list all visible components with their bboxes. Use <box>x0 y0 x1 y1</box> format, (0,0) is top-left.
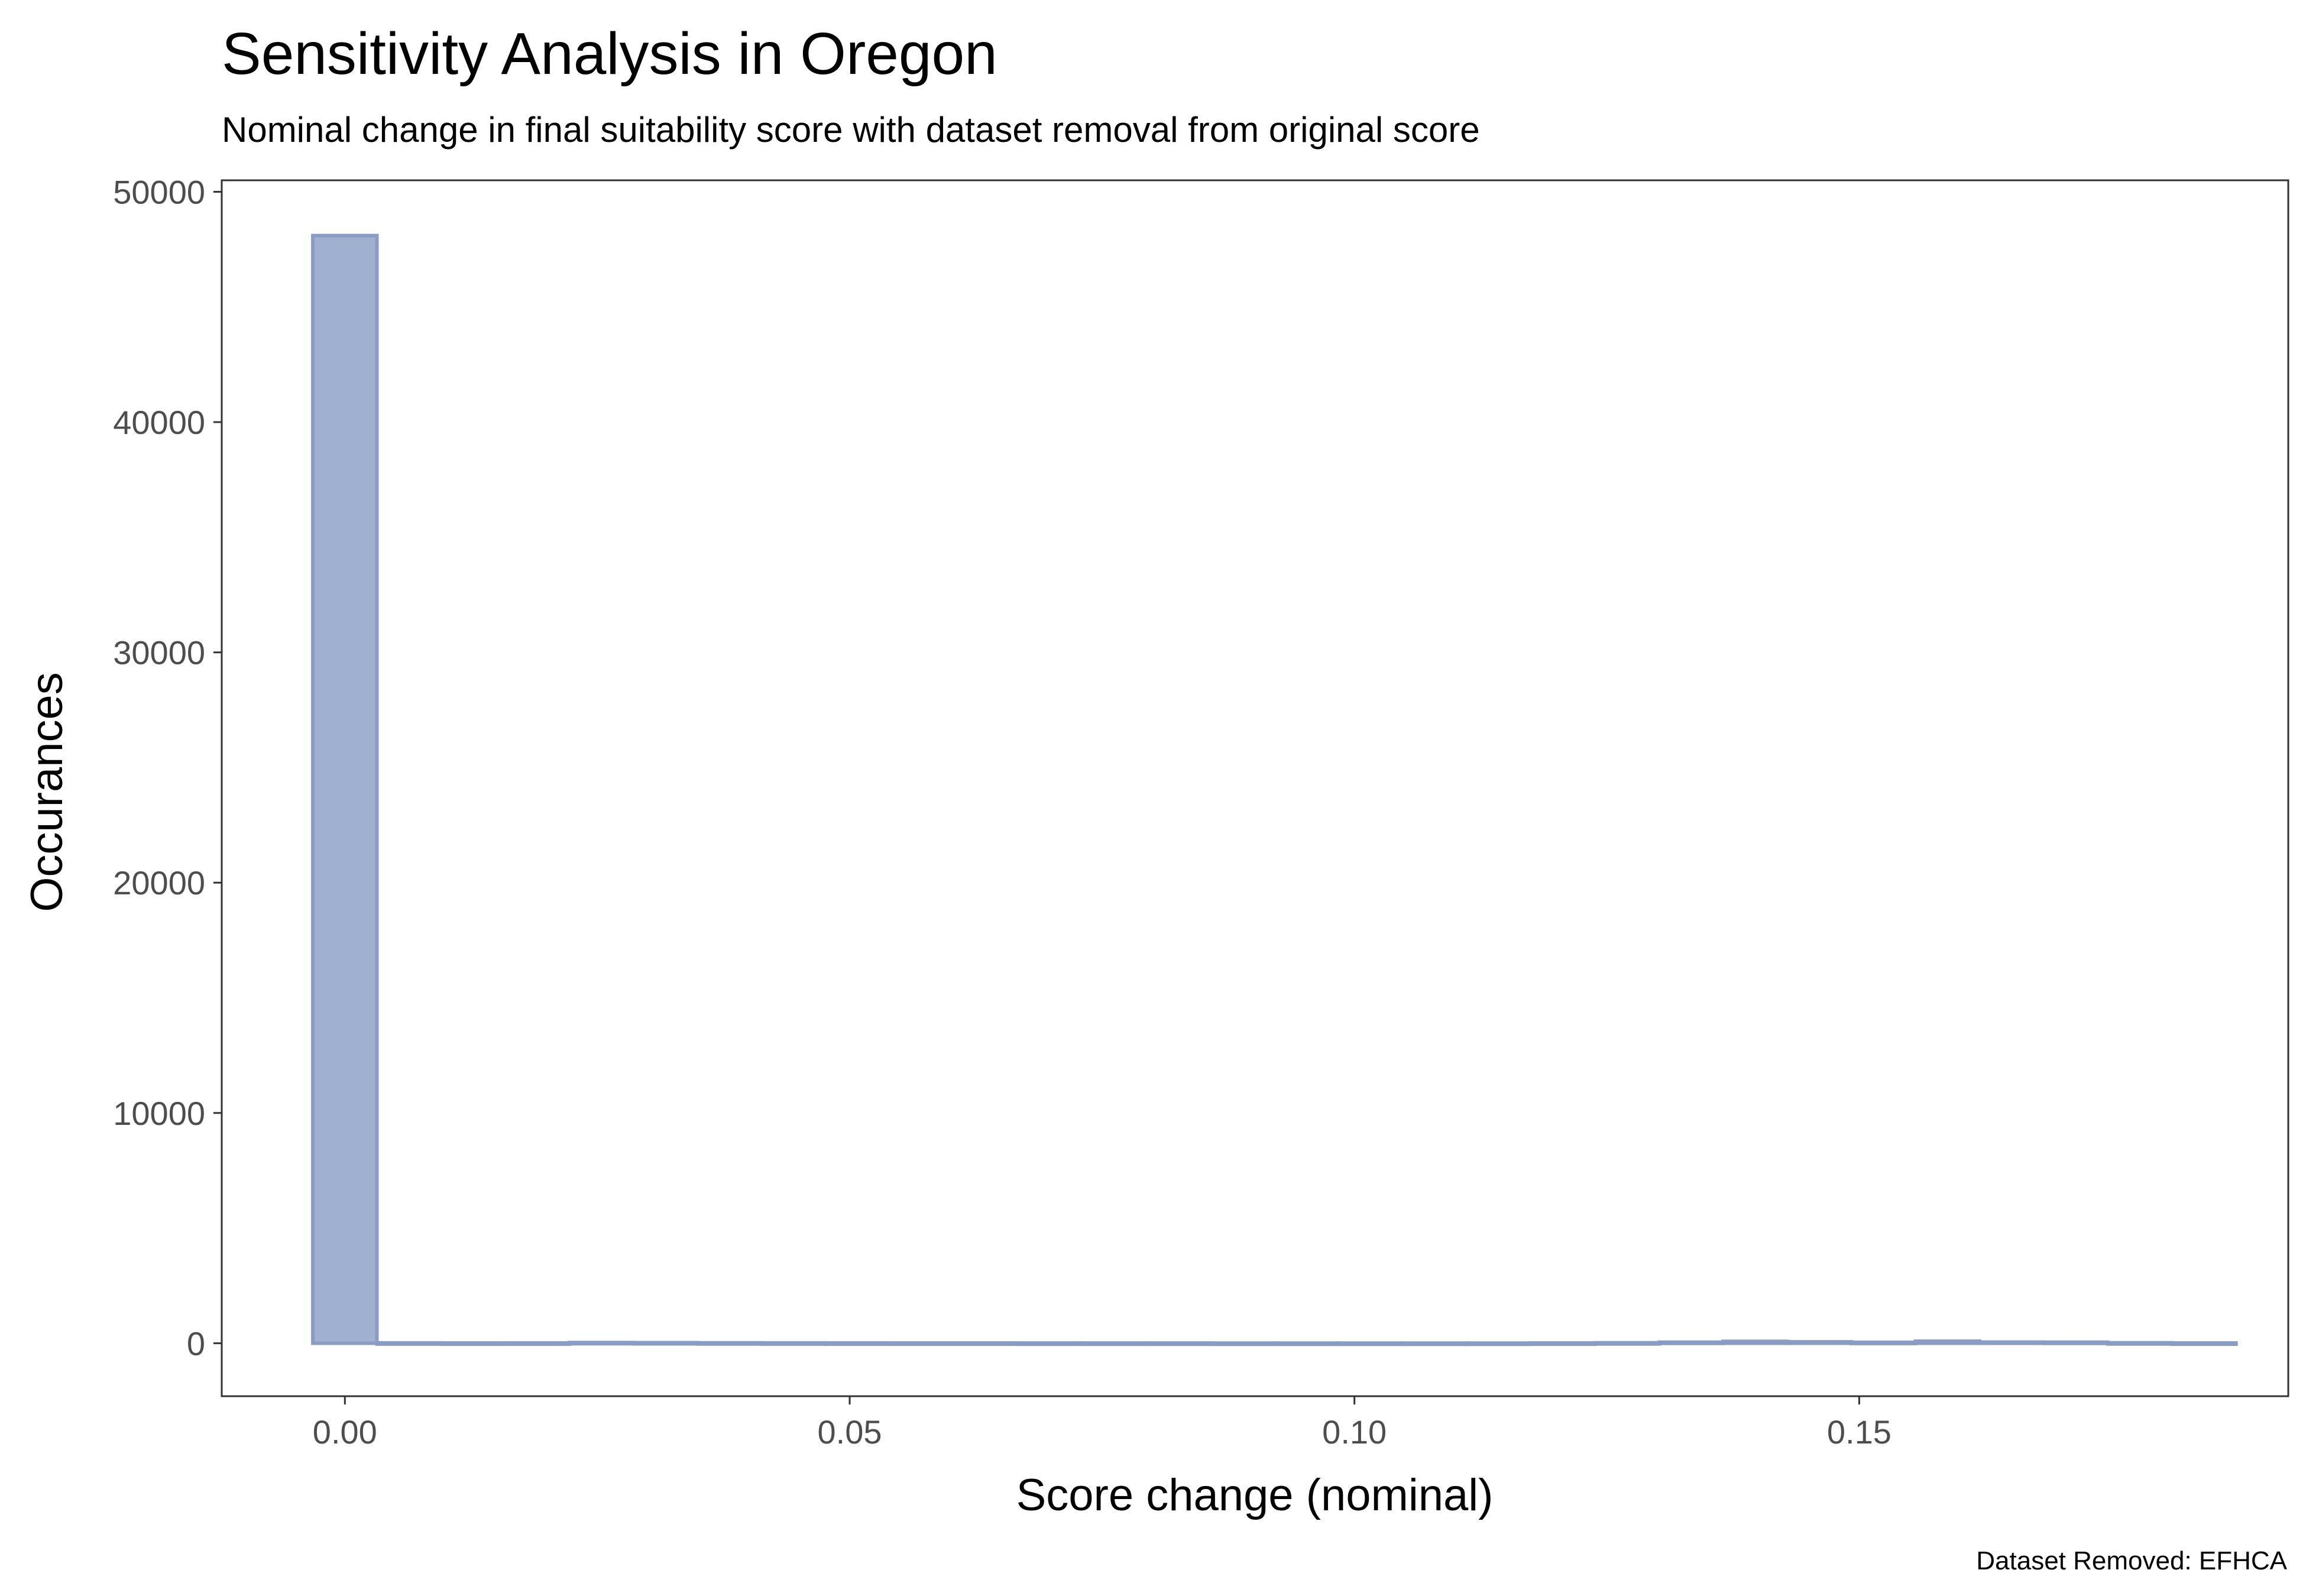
histogram-bar <box>1272 1341 1340 1347</box>
histogram-bar <box>1977 1340 2046 1345</box>
histogram-bar <box>1016 1341 1084 1347</box>
chart-caption: Dataset Removed: EFHCA <box>1976 1546 2287 1575</box>
histogram-bar <box>1465 1341 1533 1347</box>
histogram-bar <box>1080 1341 1148 1347</box>
y-tick-label: 10000 <box>113 1095 205 1132</box>
x-tick-label: 0.05 <box>817 1413 882 1451</box>
y-tick-label: 50000 <box>113 173 205 210</box>
plot-panel-border <box>221 179 2289 1397</box>
histogram-bar <box>2170 1341 2238 1347</box>
chart-title: Sensitivity Analysis in Oregon <box>222 21 997 87</box>
histogram-bar <box>375 1341 443 1346</box>
histogram-bar <box>1593 1341 1661 1346</box>
histogram-bar <box>1657 1340 1725 1345</box>
y-tick-label: 40000 <box>113 404 205 441</box>
histogram-bar <box>1401 1341 1469 1347</box>
histogram-bar <box>1850 1340 1918 1345</box>
histogram-bar <box>631 1341 699 1346</box>
x-tick-label: 0.10 <box>1322 1413 1387 1451</box>
histogram-bar <box>1529 1341 1597 1347</box>
histogram-bar <box>2106 1341 2174 1346</box>
histogram-bar <box>1208 1341 1277 1347</box>
chart-subtitle: Nominal change in final suitability scor… <box>222 110 1480 150</box>
x-tick-label: 0.15 <box>1827 1413 1892 1451</box>
y-tick-label: 30000 <box>113 634 205 672</box>
histogram-bar <box>439 1341 507 1347</box>
y-axis: 0 10000 20000 30000 40000 50000 <box>113 173 222 1362</box>
histogram-bar <box>1721 1339 1789 1345</box>
histogram-bar <box>888 1341 956 1347</box>
histogram-bar <box>2042 1340 2110 1345</box>
histogram-bar <box>503 1341 571 1346</box>
histogram-bar <box>824 1341 892 1346</box>
histogram-bar <box>1913 1339 1981 1345</box>
histogram-bar <box>760 1341 828 1346</box>
histogram-bar <box>695 1341 764 1346</box>
y-tick-label: 0 <box>187 1325 205 1362</box>
histogram-bar <box>1336 1341 1405 1347</box>
histogram-bar <box>567 1341 636 1346</box>
histogram-bar <box>952 1341 1020 1347</box>
histogram-bars <box>311 233 2238 1347</box>
y-axis-title: Occurances <box>22 672 72 912</box>
histogram-bar <box>1144 1341 1212 1347</box>
x-axis-title: Score change (nominal) <box>1016 1470 1494 1520</box>
histogram-bar <box>1785 1340 1854 1345</box>
histogram-bar <box>311 233 379 1345</box>
x-axis: 0.00 0.05 0.10 0.15 <box>313 1396 1892 1451</box>
y-tick-label: 20000 <box>113 864 205 901</box>
x-tick-label: 0.00 <box>313 1413 377 1451</box>
